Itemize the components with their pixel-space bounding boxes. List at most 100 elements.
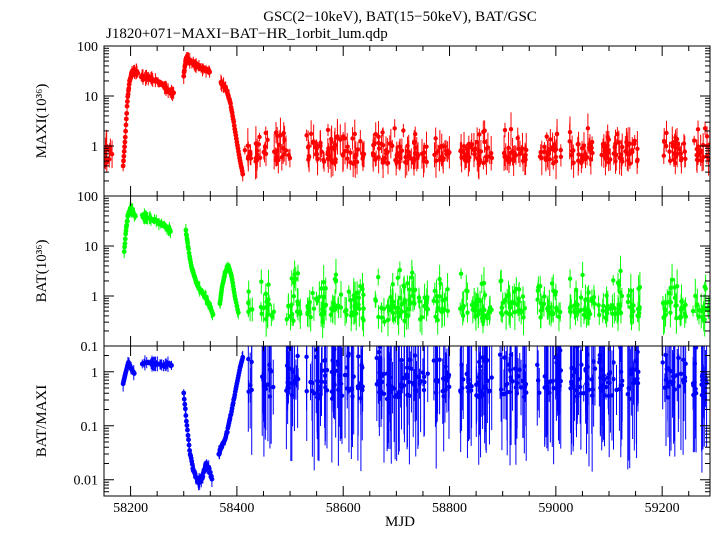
- bat-point: [586, 309, 592, 314]
- ratio-point: [634, 367, 639, 372]
- bat-point: [321, 280, 326, 285]
- maxi-point: [325, 149, 331, 155]
- maxi-point: [589, 139, 595, 145]
- maxi-point: [547, 157, 553, 162]
- maxi-point: [335, 134, 340, 139]
- bat-point: [258, 304, 264, 310]
- maxi-point: [554, 132, 560, 137]
- maxi-point: [667, 158, 673, 164]
- maxi-point: [123, 122, 129, 128]
- maxi-point: [682, 149, 687, 154]
- ratio-point: [517, 367, 522, 372]
- ratio-point: [324, 388, 330, 393]
- ratio-point: [374, 382, 380, 387]
- ratio-series: [120, 346, 709, 491]
- maxi-point: [471, 147, 477, 153]
- bat-point: [266, 282, 271, 287]
- ratio-point: [618, 369, 624, 374]
- maxi-point: [393, 157, 398, 163]
- ratio-point: [408, 357, 413, 363]
- maxi-point: [673, 155, 678, 160]
- ratio-point: [358, 381, 363, 386]
- ratio-point: [392, 394, 398, 399]
- bat-point: [464, 288, 469, 293]
- maxi-point: [481, 160, 486, 166]
- maxi-point: [482, 128, 487, 133]
- bat-point: [660, 300, 666, 306]
- ratio-point: [182, 406, 188, 412]
- bat-point: [553, 292, 558, 298]
- x-tick-label: 58800: [432, 501, 467, 516]
- maxi-point: [442, 144, 448, 149]
- ratio-point: [551, 386, 556, 391]
- bat-point: [432, 288, 437, 294]
- bat-point: [402, 318, 407, 323]
- chart-subtitle: J1820+071−MAXI−BAT−HR_1orbit_lum.qdp: [106, 26, 388, 42]
- bat-point: [582, 307, 587, 312]
- maxi-point: [382, 156, 388, 161]
- maxi-point: [345, 144, 350, 149]
- y-tick-label: 0.01: [74, 474, 99, 489]
- maxi-point: [675, 142, 681, 147]
- bat-point: [168, 229, 173, 234]
- ratio-point: [603, 384, 609, 390]
- bat-point: [535, 288, 541, 293]
- maxi-point: [263, 130, 268, 136]
- bat-point: [289, 311, 295, 317]
- ratio-point: [676, 384, 681, 389]
- bat-point: [567, 276, 573, 281]
- ratio-point: [315, 388, 321, 393]
- maxi-point: [123, 116, 129, 122]
- maxi-point: [242, 147, 248, 153]
- ratio-point: [704, 380, 709, 386]
- maxi-point: [326, 146, 331, 151]
- maxi-point: [409, 156, 414, 161]
- ratio-point: [184, 423, 190, 428]
- maxi-point: [459, 155, 464, 160]
- maxi-point: [404, 159, 409, 165]
- bat-point: [538, 300, 543, 306]
- ratio-point: [431, 358, 437, 363]
- bat-point: [475, 296, 480, 302]
- panels: 110100100MAXI(10³⁶)0.1110BAT(10³⁶)0.010.…: [34, 40, 711, 516]
- bat-point: [295, 271, 301, 276]
- ratio-point: [668, 369, 674, 374]
- ratio-point: [682, 375, 688, 380]
- ratio-point: [249, 359, 254, 365]
- bat-point: [666, 290, 672, 296]
- bat-point: [295, 302, 301, 307]
- maxi-point: [273, 130, 279, 135]
- bat-point: [291, 294, 297, 299]
- bat-point: [465, 310, 470, 315]
- ratio-point: [458, 388, 463, 393]
- bat-point: [592, 301, 597, 306]
- bat-point: [604, 311, 610, 316]
- ratio-point: [186, 442, 192, 448]
- maxi-point: [544, 134, 549, 139]
- y-tick-label: 1: [91, 366, 98, 381]
- ratio-point: [700, 372, 705, 377]
- bat-point: [628, 305, 633, 310]
- maxi-point: [482, 139, 487, 145]
- ratio-point: [186, 437, 191, 443]
- maxi-point: [538, 149, 543, 155]
- bat-point: [589, 296, 595, 301]
- maxi-point: [315, 156, 320, 162]
- bat-point: [481, 313, 487, 318]
- maxi-point: [282, 137, 287, 143]
- ratio-point: [515, 373, 521, 379]
- maxi-point: [255, 148, 260, 153]
- maxi-point: [661, 153, 666, 158]
- bat-point: [310, 290, 315, 296]
- bat-point: [390, 282, 395, 287]
- maxi-point: [513, 153, 519, 158]
- bat-point: [538, 315, 543, 320]
- maxi-point: [502, 127, 508, 133]
- bat-point: [665, 300, 670, 305]
- bat-point: [631, 309, 636, 314]
- ratio-point: [535, 378, 541, 383]
- ratio-point: [131, 371, 137, 376]
- bat-point: [291, 280, 297, 285]
- maxi-point: [257, 134, 262, 140]
- ratio-point: [404, 375, 410, 380]
